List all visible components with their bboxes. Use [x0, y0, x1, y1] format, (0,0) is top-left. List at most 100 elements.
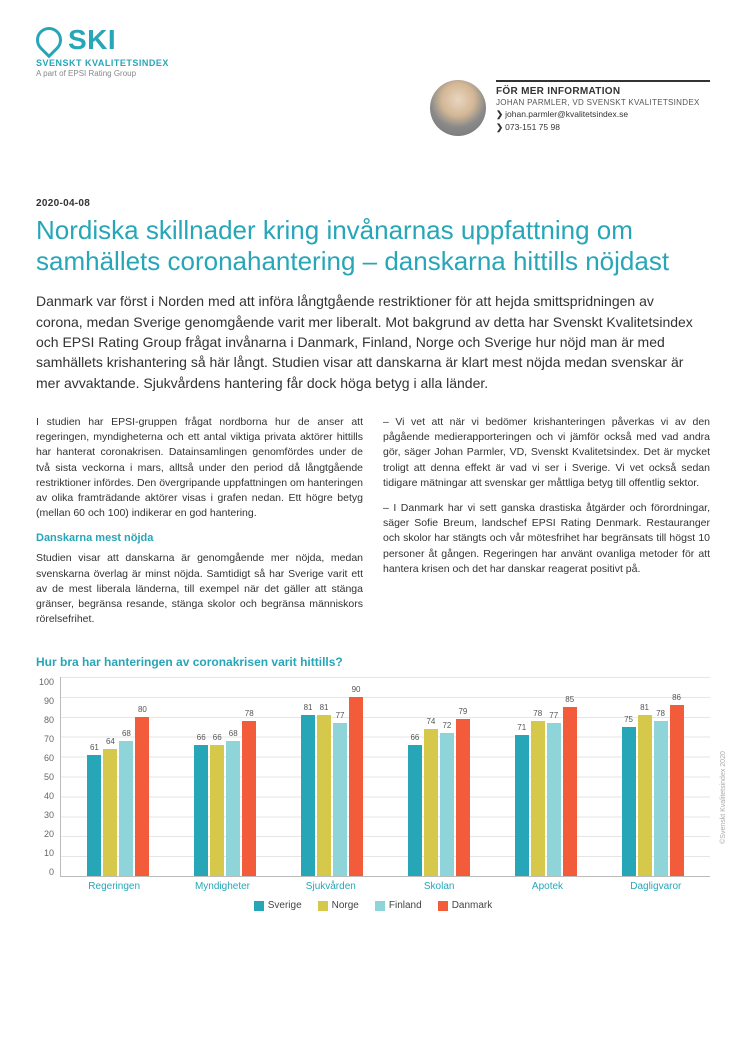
- bar: 86: [670, 705, 684, 876]
- bar: 64: [103, 749, 117, 876]
- logo-mark-icon: [31, 22, 68, 59]
- bar: 66: [194, 745, 208, 876]
- y-tick: 60: [36, 753, 54, 763]
- bar: 85: [563, 707, 577, 876]
- bar-value-label: 79: [458, 707, 467, 716]
- contact-phone-line: ❯073-151 75 98: [496, 122, 710, 133]
- bar-value-label: 77: [549, 711, 558, 720]
- chart-x-axis: RegeringenMyndigheterSjukvårdenSkolanApo…: [60, 881, 710, 892]
- bar-value-label: 77: [336, 711, 345, 720]
- chart-copyright: ©Svenskt Kvalitetsindex 2020: [721, 752, 728, 845]
- bar-value-label: 78: [245, 709, 254, 718]
- bar-value-label: 75: [624, 715, 633, 724]
- body-paragraph: Studien visar att danskarna är genomgåen…: [36, 551, 363, 627]
- bar: 78: [242, 721, 256, 876]
- bar: 81: [317, 715, 331, 876]
- x-category-label: Skolan: [385, 881, 493, 892]
- body-columns: I studien har EPSI-gruppen frågat nordbo…: [36, 415, 710, 638]
- bar: 72: [440, 733, 454, 876]
- bar-value-label: 78: [533, 709, 542, 718]
- contact-phone: 073-151 75 98: [505, 122, 560, 132]
- chart-plot: 6164688066666878818177906674727971787785…: [60, 677, 710, 877]
- chart-y-axis: 1009080706050403020100: [36, 677, 60, 877]
- legend-item: Norge: [318, 900, 359, 911]
- bar: 74: [424, 729, 438, 876]
- bar-group: 71787785: [492, 677, 599, 876]
- x-category-label: Dagligvaror: [602, 881, 710, 892]
- x-category-label: Apotek: [493, 881, 601, 892]
- bar-value-label: 90: [352, 685, 361, 694]
- bar-value-label: 85: [565, 695, 574, 704]
- contact-email: johan.parmler@kvalitetsindex.se: [505, 109, 628, 119]
- y-tick: 100: [36, 677, 54, 687]
- page-title: Nordiska skillnader kring invånarnas upp…: [36, 215, 676, 277]
- bar-value-label: 78: [656, 709, 665, 718]
- bar: 78: [654, 721, 668, 876]
- legend-swatch-icon: [254, 901, 264, 911]
- bar-value-label: 68: [122, 729, 131, 738]
- legend-label: Danmark: [452, 900, 493, 911]
- bar-value-label: 74: [426, 717, 435, 726]
- body-paragraph: – I Danmark har vi sett ganska drastiska…: [383, 501, 710, 577]
- bar: 81: [301, 715, 315, 876]
- legend-swatch-icon: [438, 901, 448, 911]
- bar-value-label: 66: [213, 733, 222, 742]
- avatar: [430, 80, 486, 136]
- contact-name-role: JOHAN PARMLER, VD SVENSKT KVALITETSINDEX: [496, 98, 710, 107]
- x-category-label: Myndigheter: [168, 881, 276, 892]
- body-paragraph: I studien har EPSI-gruppen frågat nordbo…: [36, 415, 363, 522]
- bar-group: 75817886: [599, 677, 706, 876]
- bar-value-label: 80: [138, 705, 147, 714]
- bar: 68: [226, 741, 240, 876]
- bar: 61: [87, 755, 101, 876]
- y-tick: 0: [36, 867, 54, 877]
- bar: 80: [135, 717, 149, 876]
- bar: 90: [349, 697, 363, 876]
- legend-item: Danmark: [438, 900, 493, 911]
- bar-value-label: 81: [320, 703, 329, 712]
- bar-group: 66747279: [385, 677, 492, 876]
- bar-group: 81817790: [279, 677, 386, 876]
- y-tick: 50: [36, 772, 54, 782]
- chart-title: Hur bra har hanteringen av coronakrisen …: [36, 655, 710, 669]
- chevron-icon: ❯: [496, 122, 503, 132]
- bar: 66: [210, 745, 224, 876]
- bar-value-label: 81: [640, 703, 649, 712]
- right-column: – Vi vet att när vi bedömer krishanterin…: [383, 415, 710, 638]
- body-paragraph: – Vi vet att när vi bedömer krishanterin…: [383, 415, 710, 491]
- legend-label: Finland: [389, 900, 422, 911]
- bar-group: 61646880: [65, 677, 172, 876]
- lead-paragraph: Danmark var först i Norden med att inför…: [36, 291, 696, 392]
- section-heading: Danskarna mest nöjda: [36, 531, 363, 547]
- bar-value-label: 66: [410, 733, 419, 742]
- bar: 77: [547, 723, 561, 876]
- contact-box: FÖR MER INFORMATION JOHAN PARMLER, VD SV…: [430, 80, 710, 136]
- bar: 78: [531, 721, 545, 876]
- bar: 81: [638, 715, 652, 876]
- bar: 71: [515, 735, 529, 876]
- logo-subtitle-2: A part of EPSI Rating Group: [36, 69, 710, 78]
- y-tick: 20: [36, 829, 54, 839]
- chevron-icon: ❯: [496, 109, 503, 119]
- legend-swatch-icon: [375, 901, 385, 911]
- legend-label: Sverige: [268, 900, 302, 911]
- y-tick: 10: [36, 848, 54, 858]
- bar-group: 66666878: [172, 677, 279, 876]
- publish-date: 2020-04-08: [36, 198, 710, 209]
- y-tick: 80: [36, 715, 54, 725]
- legend-label: Norge: [332, 900, 359, 911]
- contact-email-line: ❯johan.parmler@kvalitetsindex.se: [496, 109, 710, 120]
- bar-value-label: 72: [442, 721, 451, 730]
- contact-heading: FÖR MER INFORMATION: [496, 86, 710, 97]
- legend-item: Finland: [375, 900, 422, 911]
- logo-block: SKI SVENSKT KVALITETSINDEX A part of EPS…: [36, 24, 710, 78]
- y-tick: 30: [36, 810, 54, 820]
- bar: 68: [119, 741, 133, 876]
- logo-brand: SKI: [68, 24, 116, 56]
- y-tick: 70: [36, 734, 54, 744]
- bar: 77: [333, 723, 347, 876]
- bar-value-label: 64: [106, 737, 115, 746]
- x-category-label: Regeringen: [60, 881, 168, 892]
- x-category-label: Sjukvården: [277, 881, 385, 892]
- chart-container: 1009080706050403020100 61646880666668788…: [36, 677, 710, 911]
